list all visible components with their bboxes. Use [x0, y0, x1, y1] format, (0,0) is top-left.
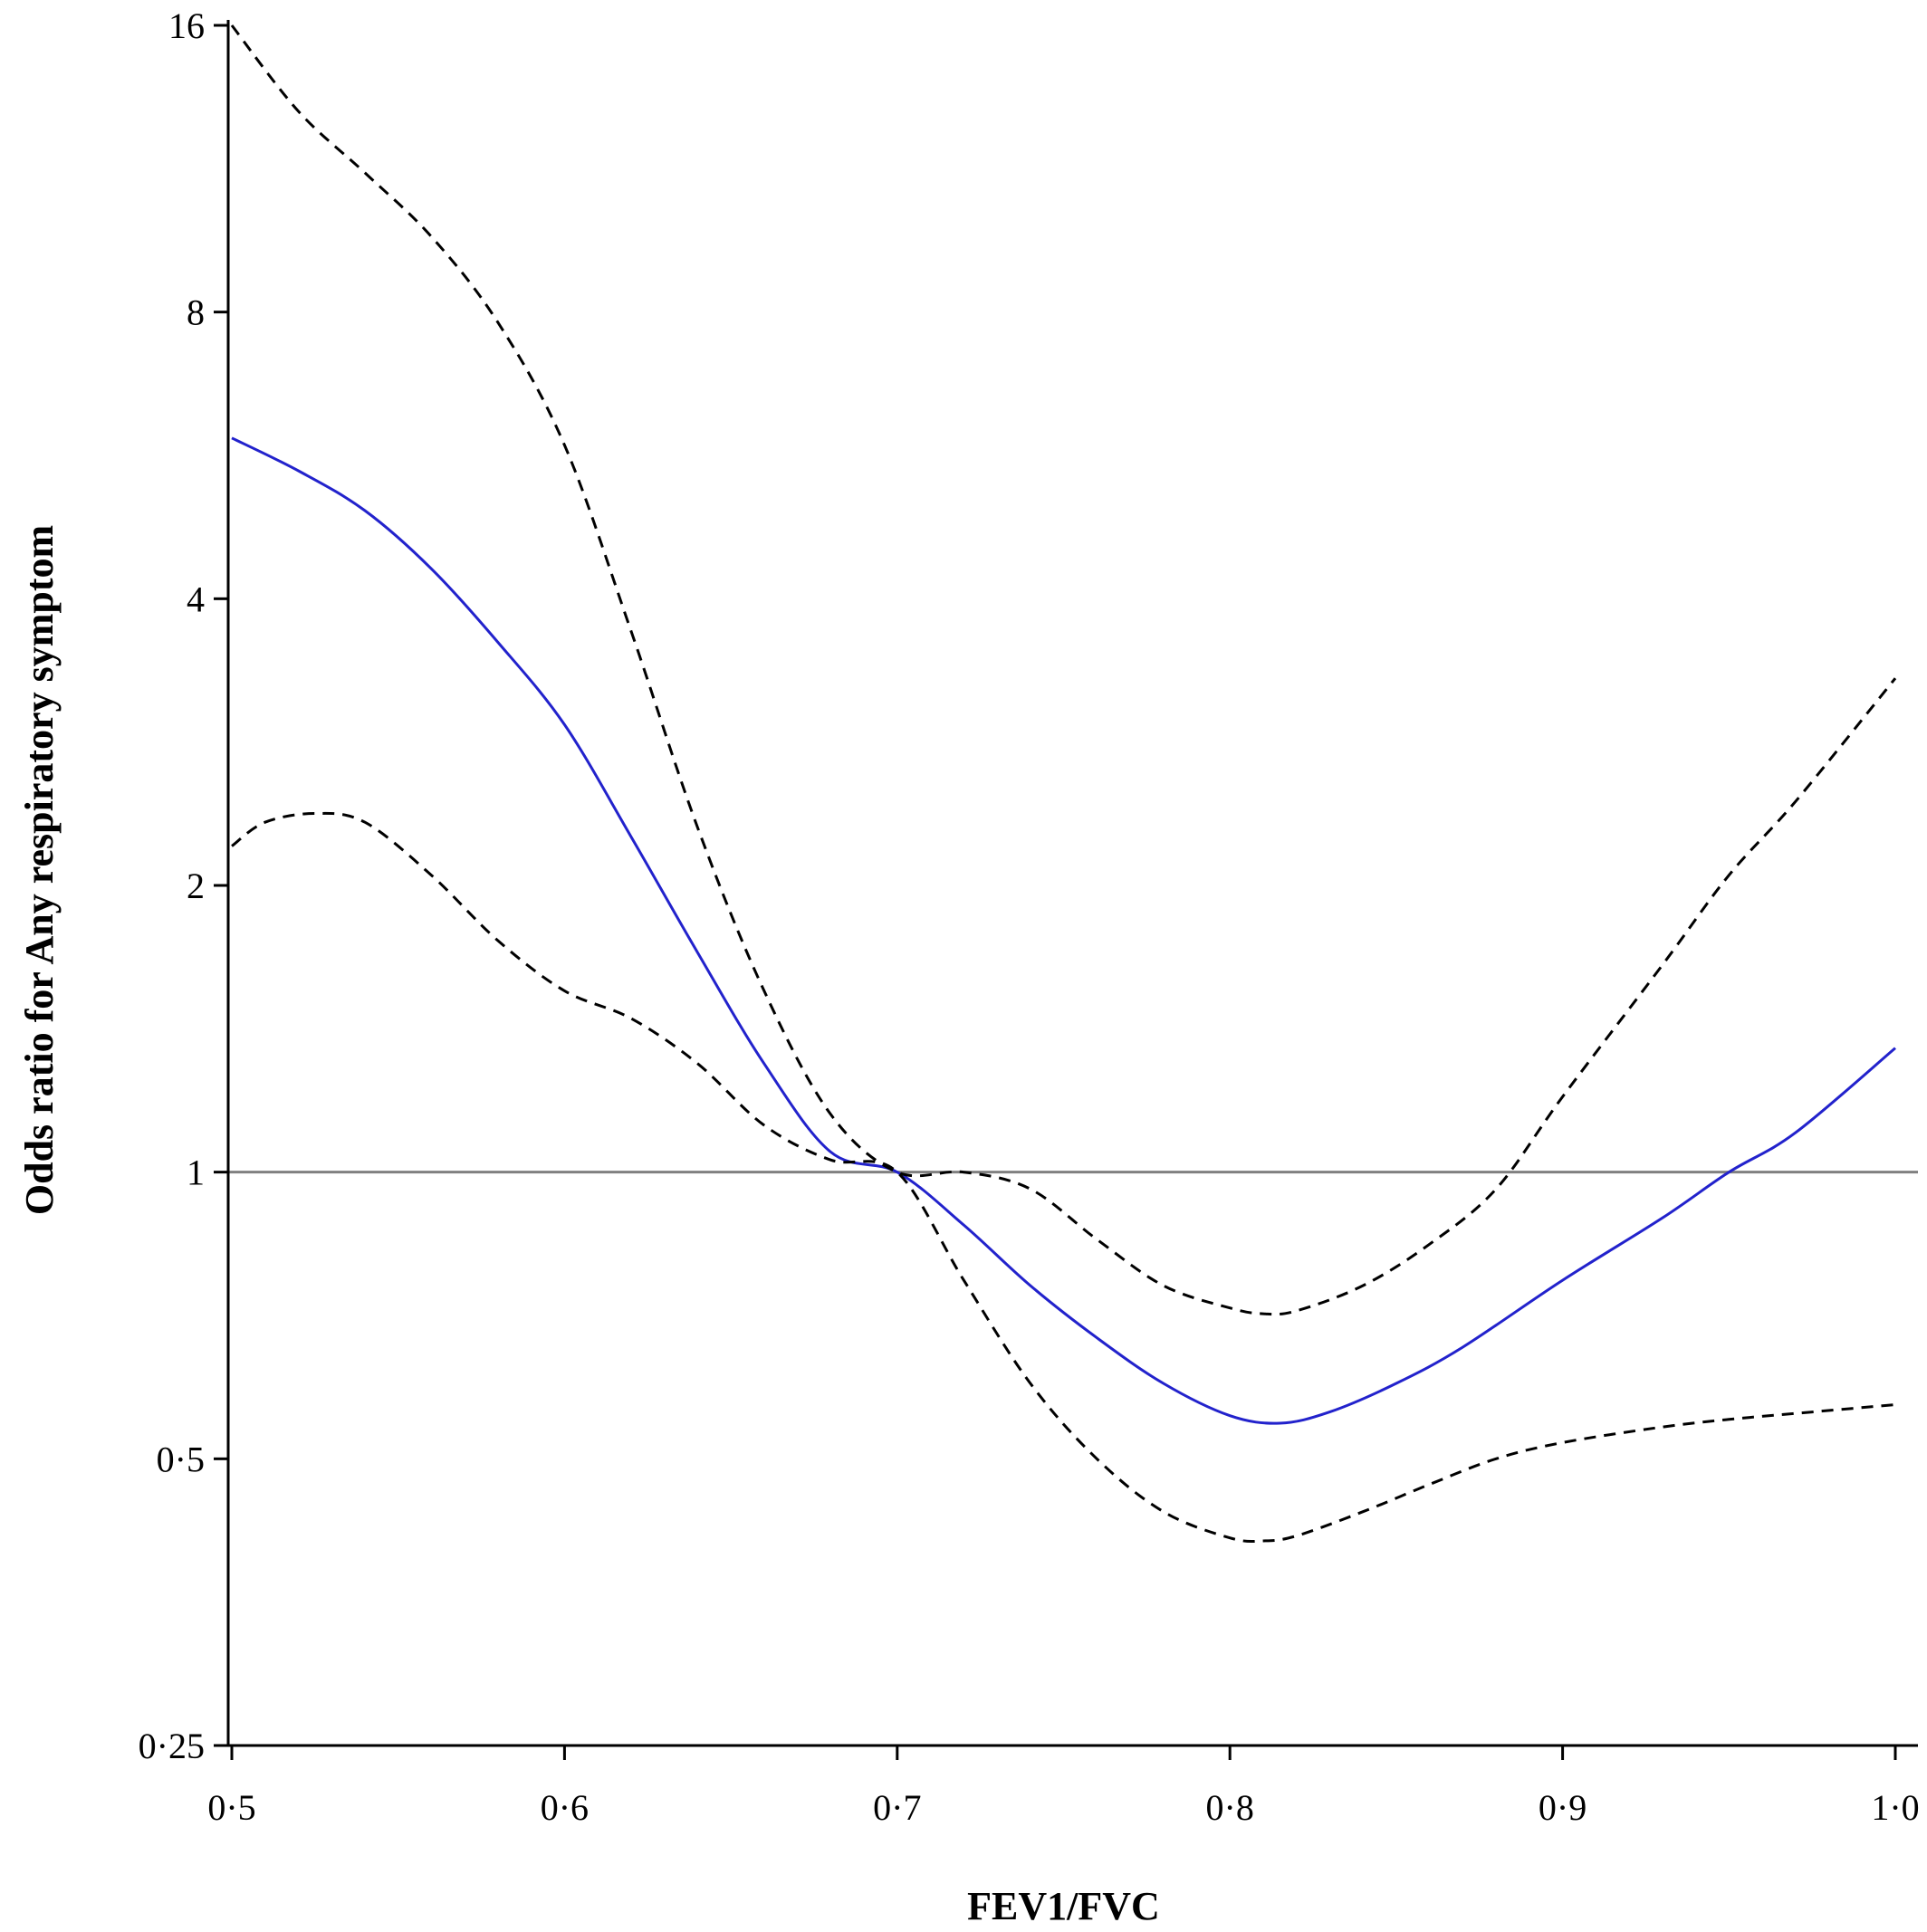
y-tick-label: 4: [187, 579, 205, 619]
x-tick-label: 0·7: [873, 1787, 921, 1828]
series-line-upper-ci: [230, 24, 1897, 1316]
series-line-estimate: [231, 436, 1896, 1425]
y-tick-label: 8: [187, 292, 205, 333]
series-line-lower-ci: [231, 811, 1896, 1544]
y-tick-label: 2: [187, 866, 205, 906]
x-tick-label: 0·5: [207, 1787, 255, 1828]
y-tick-label: 0·25: [139, 1726, 205, 1766]
y-tick-label: 0·5: [157, 1439, 205, 1479]
y-tick-label: 1: [187, 1153, 205, 1193]
series-layer: [230, 24, 1897, 1544]
y-axis-title: Odds ratio for Any respiratory symptom: [17, 525, 62, 1215]
x-tick-label: 1·0: [1871, 1787, 1919, 1828]
x-tick-label: 0·6: [541, 1787, 589, 1828]
y-tick-label: 16: [168, 5, 205, 46]
labels-layer: FEV1/FVC Odds ratio for Any respiratory …: [17, 525, 1160, 1928]
x-tick-label: 0·8: [1206, 1787, 1254, 1828]
x-axis-title: FEV1/FVC: [967, 1884, 1160, 1928]
x-tick-label: 0·9: [1539, 1787, 1587, 1828]
